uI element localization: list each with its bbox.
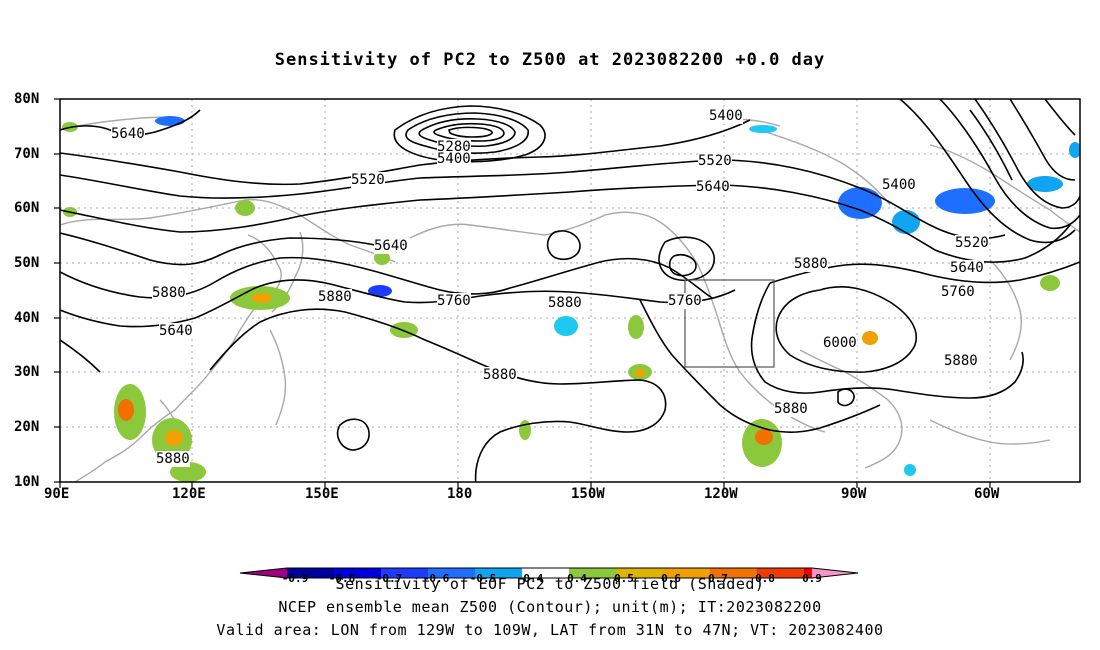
sensitivity-shading bbox=[62, 116, 1080, 482]
colorbar-label: -0.7 bbox=[375, 572, 403, 585]
colorbar-segment bbox=[428, 568, 475, 578]
positive-patch bbox=[755, 429, 773, 445]
negative-patch bbox=[892, 210, 920, 234]
lat-label: 40N bbox=[14, 310, 40, 326]
contour-label: 5520 bbox=[955, 235, 989, 251]
colorbar-segment bbox=[522, 568, 569, 578]
map-frame bbox=[59, 98, 1081, 483]
colorbar-low-end bbox=[240, 568, 287, 578]
positive-patch bbox=[904, 464, 916, 476]
contour-label: 5640 bbox=[111, 126, 145, 142]
positive-patch bbox=[235, 200, 255, 216]
lon-label: 180 bbox=[447, 486, 473, 502]
contour-label: 5400 bbox=[709, 108, 743, 124]
positive-patch bbox=[252, 293, 272, 303]
colorbar-label: -0.8 bbox=[328, 572, 356, 585]
colorbar-segment bbox=[663, 568, 710, 578]
colorbar-label: 0.4 bbox=[567, 572, 587, 585]
colorbar-labels: -0.9 -0.8 -0.7 -0.6 -0.5 -0.4 0.4 0.5 0.… bbox=[0, 572, 1100, 588]
colorbar-label: -0.4 bbox=[516, 572, 544, 585]
chart-title: Sensitivity of PC2 to Z500 at 2023082200… bbox=[274, 50, 826, 70]
positive-patch bbox=[628, 315, 644, 339]
colorbar-segment bbox=[757, 568, 804, 578]
positive-patch bbox=[165, 430, 183, 446]
contour-label: 5520 bbox=[698, 153, 732, 169]
contour-label: 5880 bbox=[152, 285, 186, 301]
colorbar-segment bbox=[334, 568, 381, 578]
colorbar-label: -0.9 bbox=[281, 572, 309, 585]
contour-label: 5640 bbox=[374, 238, 408, 254]
negative-patch bbox=[368, 285, 392, 297]
contour-label: 5880 bbox=[774, 401, 808, 417]
contour-label: 5880 bbox=[318, 289, 352, 305]
negative-patch bbox=[749, 125, 777, 133]
positive-patch bbox=[118, 399, 134, 421]
negative-patch bbox=[554, 316, 578, 336]
caption-line-1: Sensitivity of EOF PC2 to Z500 field (Sh… bbox=[335, 575, 765, 593]
lat-label: 60N bbox=[14, 200, 40, 216]
colorbar-label: 0.8 bbox=[755, 572, 775, 585]
colorbar-segment bbox=[616, 568, 663, 578]
axis-ticks bbox=[54, 98, 991, 488]
negative-patch bbox=[1069, 142, 1080, 158]
contour-label: 6000 bbox=[823, 335, 857, 351]
lon-label: 60W bbox=[974, 486, 1000, 502]
colorbar-segment bbox=[804, 568, 812, 578]
contour-label: 5760 bbox=[941, 284, 975, 300]
valid-area-box bbox=[684, 279, 775, 368]
colorbar-segment bbox=[475, 568, 522, 578]
negative-patch bbox=[1027, 176, 1063, 192]
caption-line-3: Valid area: LON from 129W to 109W, LAT f… bbox=[216, 621, 884, 639]
lon-label: 120W bbox=[704, 486, 738, 502]
lon-label: 150E bbox=[305, 486, 339, 502]
colorbar-segment bbox=[381, 568, 428, 578]
contour-label: 5400 bbox=[437, 151, 471, 167]
negative-patch bbox=[838, 187, 882, 219]
colorbar bbox=[239, 567, 859, 579]
colorbar-label: -0.6 bbox=[422, 572, 450, 585]
contour-label: 5880 bbox=[483, 367, 517, 383]
colorbar-label: 0.5 bbox=[614, 572, 634, 585]
positive-patch bbox=[170, 462, 206, 482]
colorbar-outline bbox=[239, 567, 859, 579]
colorbar-segment bbox=[569, 568, 616, 578]
contour-label: 5880 bbox=[944, 353, 978, 369]
caption-line-2: NCEP ensemble mean Z500 (Contour); unit(… bbox=[278, 598, 822, 616]
contour-label: 5400 bbox=[882, 177, 916, 193]
negative-patch bbox=[935, 188, 995, 214]
contour-label: 5640 bbox=[950, 260, 984, 276]
contour-label: 5520 bbox=[351, 172, 385, 188]
lon-label: 90E bbox=[44, 486, 70, 502]
positive-patch bbox=[635, 369, 645, 377]
contour-label: 5880 bbox=[548, 295, 582, 311]
colorbar-label: 0.6 bbox=[661, 572, 681, 585]
contour-label: 5880 bbox=[794, 256, 828, 272]
lon-label: 120E bbox=[172, 486, 206, 502]
lat-label: 30N bbox=[14, 364, 40, 380]
lat-label: 80N bbox=[14, 91, 40, 107]
lon-label: 150W bbox=[571, 486, 605, 502]
contour-label: 5760 bbox=[437, 293, 471, 309]
map-background bbox=[60, 99, 1080, 482]
colorbar-label: -0.5 bbox=[469, 572, 497, 585]
positive-patch bbox=[374, 251, 390, 265]
contour-label: 5640 bbox=[696, 179, 730, 195]
colorbar-label: 0.7 bbox=[708, 572, 728, 585]
contour-label: 5880 bbox=[156, 451, 190, 467]
colorbar-segment bbox=[710, 568, 757, 578]
colorbar-high-end bbox=[812, 568, 858, 578]
lat-label: 50N bbox=[14, 255, 40, 271]
lon-label: 90W bbox=[841, 486, 867, 502]
positive-patch bbox=[1040, 275, 1060, 291]
positive-patch bbox=[862, 331, 878, 345]
colorbar-segment bbox=[287, 568, 334, 578]
lat-label: 70N bbox=[14, 146, 40, 162]
colorbar-label: 0.9 bbox=[802, 572, 822, 585]
contour-label: 5640 bbox=[159, 323, 193, 339]
lat-label: 20N bbox=[14, 419, 40, 435]
lat-label: 10N bbox=[14, 474, 40, 490]
contour-label: 5760 bbox=[668, 293, 702, 309]
negative-patch bbox=[155, 116, 185, 126]
